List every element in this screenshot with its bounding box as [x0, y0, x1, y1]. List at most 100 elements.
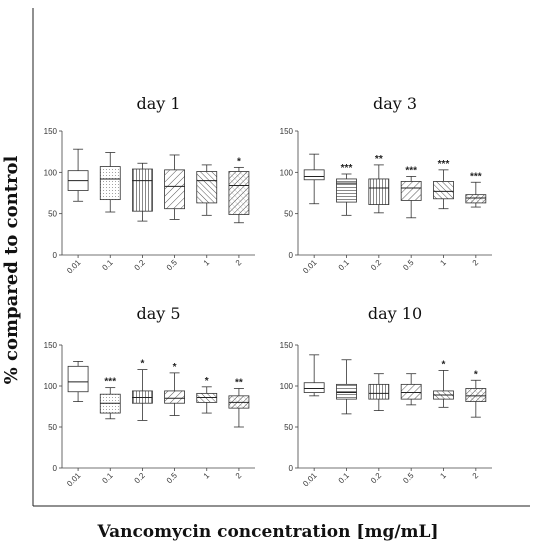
- x-tick-label: 2: [471, 471, 481, 481]
- y-tick-label: 150: [44, 127, 58, 136]
- y-tick-label: 50: [48, 423, 57, 432]
- panel-title: day 5: [136, 304, 180, 323]
- y-tick-label: 150: [280, 341, 294, 350]
- x-tick-label: 0.01: [301, 258, 319, 276]
- significance-marker: *: [173, 362, 177, 373]
- box-iqr: [67, 365, 89, 393]
- x-tick-label: 0.5: [165, 471, 180, 486]
- box-iqr: [400, 383, 422, 400]
- y-tick-label: 100: [280, 168, 294, 177]
- box-2: [132, 162, 153, 222]
- box-iqr: [465, 194, 487, 204]
- significance-marker: *: [474, 369, 478, 380]
- y-tick-label: 50: [284, 423, 293, 432]
- box-0: [67, 360, 89, 402]
- y-tick-label: 50: [48, 210, 57, 219]
- box-iqr: [336, 178, 357, 203]
- box-iqr: [196, 171, 218, 204]
- panel-title: day 3: [373, 94, 417, 113]
- x-tick-label: 0.1: [337, 471, 352, 486]
- x-tick-label: 0.1: [100, 471, 115, 486]
- box-5: **: [228, 377, 250, 428]
- y-tick-label: 150: [280, 127, 294, 136]
- box-3: ***: [400, 165, 422, 219]
- y-tick-label: 100: [44, 168, 58, 177]
- significance-marker: ***: [470, 171, 482, 182]
- x-tick-label: 0.5: [165, 258, 180, 273]
- x-tick-label: 0.01: [65, 471, 83, 489]
- x-tick-label: 2: [234, 471, 244, 481]
- panel-title: day 1: [136, 94, 180, 113]
- box-0: [303, 354, 325, 397]
- box-iqr: [368, 383, 390, 400]
- box-3: [164, 154, 185, 220]
- significance-marker: ***: [438, 159, 450, 170]
- significance-marker: *: [237, 156, 241, 167]
- chart-panel-2: day 5 0 50 100 150 0.01 *** 0.1 * 0.2 * 0.5 * 1 ** 2: [44, 304, 255, 488]
- box-iqr: [132, 168, 153, 212]
- chart-panel-3: day 10 0 50 100 150 0.01 0.1 0.2 0.5 * 1 * 2: [280, 304, 492, 488]
- panel-title: day 10: [368, 304, 422, 323]
- box-iqr: [368, 178, 390, 205]
- significance-marker: ***: [341, 163, 353, 174]
- x-tick-label: 0.2: [133, 258, 148, 273]
- y-tick-label: 0: [53, 464, 58, 473]
- significance-marker: **: [375, 154, 383, 165]
- significance-marker: ***: [104, 377, 116, 388]
- box-5: *: [228, 156, 250, 224]
- x-tick-label: 0.5: [401, 471, 416, 486]
- x-tick-label: 1: [202, 258, 212, 268]
- significance-marker: *: [442, 359, 446, 370]
- box-5: *: [465, 369, 487, 418]
- chart-panel-1: day 3 0 50 100 150 0.01 *** 0.1 ** 0.2 *** 0.5 *** 1 *…: [280, 94, 492, 275]
- x-tick-label: 2: [234, 258, 244, 268]
- box-4: ***: [433, 159, 454, 210]
- y-tick-label: 0: [53, 251, 58, 260]
- y-tick-label: 150: [44, 341, 58, 350]
- box-iqr: [303, 382, 325, 393]
- box-2: [368, 373, 390, 412]
- box-1: ***: [336, 163, 357, 216]
- figure-y-label: % compared to control: [1, 155, 22, 384]
- box-iqr: [228, 171, 250, 215]
- x-tick-label: 0.2: [369, 258, 384, 273]
- box-2: **: [368, 154, 390, 214]
- box-1: [336, 359, 357, 415]
- x-tick-label: 0.1: [337, 258, 352, 273]
- box-0: [303, 153, 325, 205]
- x-tick-label: 0.2: [369, 471, 384, 486]
- box-iqr: [303, 169, 325, 181]
- box-iqr: [400, 181, 422, 201]
- x-tick-label: 1: [438, 258, 448, 268]
- box-iqr: [99, 166, 121, 201]
- significance-marker: *: [140, 359, 144, 370]
- significance-marker: *: [205, 376, 209, 387]
- x-tick-label: 2: [471, 258, 481, 268]
- x-tick-label: 1: [202, 471, 212, 481]
- figure-x-label: Vancomycin concentration [mg/mL]: [96, 522, 438, 542]
- y-tick-label: 100: [280, 382, 294, 391]
- box-iqr: [336, 383, 357, 400]
- chart-panel-0: day 1 0 50 100 150 0.01 0.1 0.2 0.5 1 * 2: [44, 94, 255, 275]
- x-tick-label: 0.2: [133, 471, 148, 486]
- significance-marker: **: [235, 377, 243, 388]
- x-tick-label: 0.01: [301, 471, 319, 489]
- box-iqr: [433, 181, 454, 200]
- x-tick-label: 0.5: [401, 258, 416, 273]
- y-tick-label: 100: [44, 382, 58, 391]
- box-3: [400, 373, 422, 406]
- y-tick-label: 50: [284, 210, 293, 219]
- box-5: ***: [465, 171, 487, 208]
- y-tick-label: 0: [289, 251, 294, 260]
- box-1: ***: [99, 377, 121, 420]
- box-4: [196, 164, 218, 216]
- significance-marker: ***: [405, 165, 417, 176]
- box-iqr: [164, 169, 185, 210]
- box-0: [67, 148, 89, 202]
- x-tick-label: 1: [438, 471, 448, 481]
- y-tick-label: 0: [289, 464, 294, 473]
- x-tick-label: 0.01: [65, 258, 83, 276]
- box-iqr: [164, 390, 185, 404]
